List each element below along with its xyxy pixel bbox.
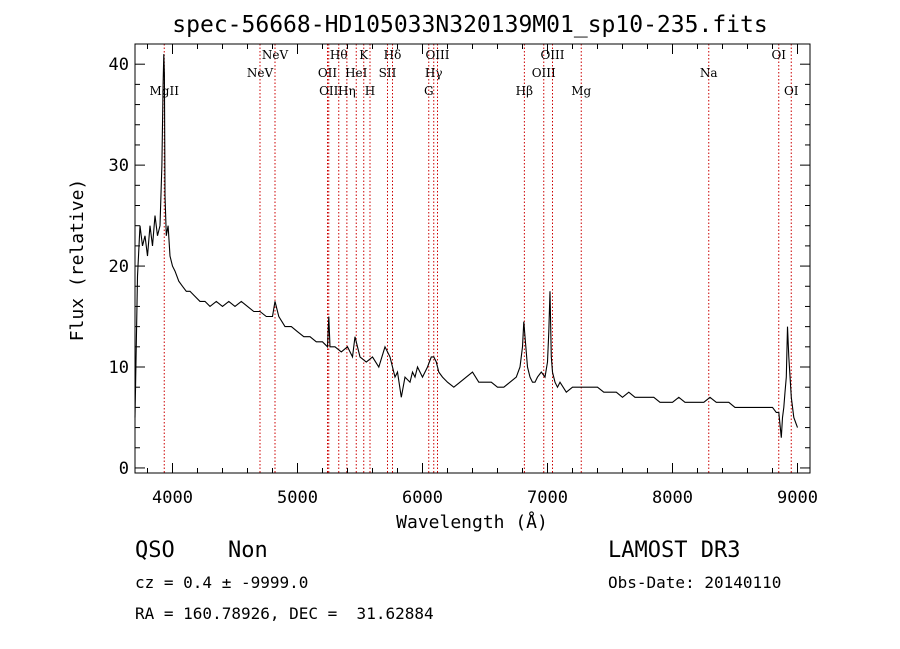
emission-line-label-16: OIII [532, 66, 556, 80]
observation-date: Obs-Date: 20140110 [608, 573, 782, 592]
emission-line-label-6: Hη [338, 84, 356, 98]
emission-line-label-10: SII [379, 66, 397, 80]
y-tick-label-0: 0 [119, 459, 129, 479]
emission-line-label-11: Hδ [384, 48, 402, 62]
spectrum-series [134, 54, 799, 438]
emission-line-label-15: Hβ [516, 84, 533, 98]
spectrum-line [134, 54, 799, 438]
emission-line-label-7: HeI [345, 66, 368, 80]
x-axis-label: Wavelength (Å) [396, 511, 548, 533]
x-tick-label-2: 6000 [402, 488, 443, 508]
object-subclass: Non [228, 538, 268, 563]
y-tick-label-1: 10 [109, 358, 129, 378]
x-tick-label-3: 7000 [527, 488, 568, 508]
y-tick-label-4: 40 [109, 55, 129, 75]
chart-title: spec-56668-HD105033N320139M01_sp10-235.f… [172, 12, 767, 38]
emission-lines: MgIINeVNeVOIIOIIHθHηHeIKHSIIHδGHγOIIIHβO… [150, 44, 799, 473]
emission-line-label-21: OI [784, 84, 799, 98]
redshift-readout: cz = 0.4 ± -9999.0 [135, 573, 309, 592]
emission-line-label-13: Hγ [425, 66, 443, 80]
x-tick-label-5: 9000 [777, 488, 818, 508]
emission-line-label-8: K [359, 48, 369, 62]
x-tick-label-0: 4000 [152, 488, 193, 508]
coordinates-readout: RA = 160.78926, DEC = 31.62884 [135, 604, 434, 623]
object-class: QSO [135, 538, 175, 563]
emission-line-label-3: OII [318, 66, 338, 80]
x-tick-label-4: 8000 [652, 488, 693, 508]
emission-line-label-5: Hθ [330, 48, 348, 62]
emission-line-label-18: Mg [571, 84, 591, 98]
emission-line-label-9: H [365, 84, 375, 98]
emission-line-label-2: NeV [262, 48, 289, 62]
emission-line-label-19: Na [700, 66, 718, 80]
y-axis-label: Flux (relative) [67, 179, 88, 342]
emission-line-label-17: OIII [540, 48, 564, 62]
axes: 4000 5000 6000 7000 8000 9000 0 10 20 30 40 [109, 43, 818, 508]
emission-line-label-14: OIII [425, 48, 449, 62]
x-tick-label-1: 5000 [277, 488, 318, 508]
emission-line-label-1: NeV [247, 66, 274, 80]
survey-name: LAMOST DR3 [608, 538, 741, 563]
emission-line-label-20: OI [771, 48, 786, 62]
emission-line-label-4: OII [319, 84, 339, 98]
y-tick-label-2: 20 [109, 257, 129, 277]
emission-line-label-12: G [424, 84, 434, 98]
y-tick-label-3: 30 [109, 156, 129, 176]
